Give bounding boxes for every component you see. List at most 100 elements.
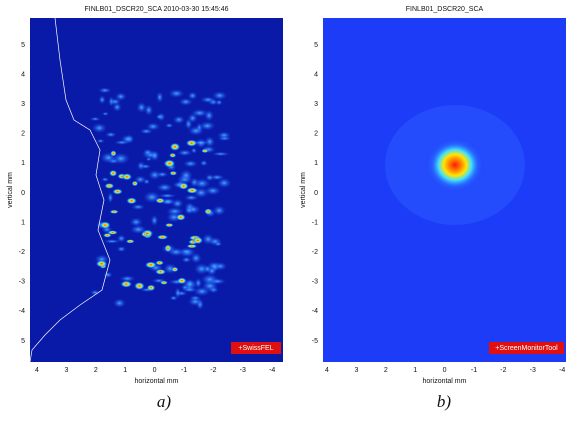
hot-spot — [132, 181, 138, 186]
y-tick-label: 1 — [21, 160, 25, 167]
y-tick-label: -4 — [312, 308, 318, 315]
speckle — [173, 116, 185, 124]
panel-title: FINLB01_DSCR20_SCA — [406, 6, 484, 13]
speckle — [96, 139, 104, 143]
hot-spot — [165, 223, 174, 227]
x-tick-label: 2 — [384, 367, 388, 374]
speckle — [214, 241, 222, 246]
speckle — [188, 92, 198, 100]
figure: FINLB01_DSCR20_SCA 2010-03-30 15:45:4654… — [0, 0, 570, 421]
speckle — [183, 160, 198, 167]
speckle — [121, 135, 134, 144]
hot-spot — [170, 143, 180, 151]
hot-spot — [169, 171, 177, 176]
speckle — [101, 177, 109, 182]
hot-spot — [110, 150, 116, 156]
speckle — [216, 99, 223, 105]
x-tick-label: 0 — [153, 367, 157, 374]
speckle — [105, 132, 116, 138]
hot-spot — [186, 140, 197, 147]
speckle — [140, 128, 153, 134]
hot-spot — [126, 239, 135, 243]
x-tick-label: 2 — [94, 367, 98, 374]
hot-spot — [96, 260, 107, 267]
x-tick-label: -2 — [210, 367, 216, 374]
speckle — [136, 102, 146, 113]
y-tick-label: 4 — [314, 71, 318, 78]
speckle — [188, 297, 203, 306]
hot-spot — [141, 232, 147, 237]
hot-spot — [160, 281, 168, 285]
hot-spot — [155, 269, 166, 275]
y-tick-label: -3 — [19, 279, 25, 286]
x-tick-label: 1 — [413, 367, 417, 374]
speckle — [156, 92, 163, 103]
y-tick-label: 3 — [314, 101, 318, 108]
speckle — [99, 95, 106, 104]
y-axis-label: vertical mm — [300, 172, 307, 208]
beam-spot — [425, 137, 485, 193]
speckle — [202, 234, 214, 245]
speckle — [194, 178, 210, 188]
hot-spot — [176, 214, 186, 221]
hot-spot — [155, 260, 164, 265]
hot-spot — [122, 173, 132, 180]
x-tick-label: 3 — [64, 367, 68, 374]
speckle — [212, 152, 230, 156]
y-tick-label: 5 — [21, 42, 25, 49]
hot-spot — [105, 183, 115, 189]
x-tick-label: 4 — [35, 367, 39, 374]
y-tick-label: -4 — [19, 308, 25, 315]
speckle — [156, 183, 172, 192]
speckle — [92, 123, 107, 133]
speckle — [203, 265, 211, 273]
speckle — [188, 126, 204, 135]
hot-spot — [103, 233, 112, 238]
hot-spot — [147, 285, 156, 291]
y-tick-label: 2 — [21, 131, 25, 138]
tag: +ScreenMonitorTool — [495, 345, 558, 352]
y-tick-label: 5 — [21, 338, 25, 345]
y-tick-label: 3 — [21, 101, 25, 108]
speckle — [181, 287, 197, 293]
speckle — [156, 115, 163, 120]
x-tick-label: 1 — [123, 367, 127, 374]
hot-spot — [201, 149, 208, 153]
speckle — [217, 131, 231, 138]
speckle — [117, 246, 126, 252]
hot-spot — [100, 221, 111, 228]
y-tick-label: 4 — [21, 71, 25, 78]
speckle — [200, 160, 208, 166]
x-axis-label: horizontal mm — [423, 378, 467, 385]
speckle — [169, 89, 185, 98]
speckle — [182, 257, 192, 263]
hot-spot — [193, 237, 203, 244]
x-tick-label: -4 — [269, 367, 275, 374]
speckle — [102, 112, 109, 116]
y-tick-label: -5 — [312, 338, 318, 345]
speckle — [103, 272, 112, 278]
speckle — [213, 205, 226, 215]
speckle — [165, 123, 174, 128]
hot-spot — [110, 210, 119, 214]
x-tick-label: -2 — [500, 367, 506, 374]
x-tick-label: 4 — [325, 367, 329, 374]
hot-spot — [134, 282, 144, 290]
caption: a) — [157, 392, 172, 411]
y-tick-label: -1 — [312, 219, 318, 226]
hot-spot — [171, 267, 178, 272]
hot-spot — [145, 262, 157, 269]
hot-spot — [126, 197, 137, 204]
y-tick-label: 1 — [21, 219, 25, 226]
x-tick-label: -3 — [530, 367, 536, 374]
x-tick-label: -1 — [181, 367, 187, 374]
speckle — [117, 235, 126, 243]
hot-spot — [179, 183, 189, 190]
speckle — [178, 149, 193, 156]
speckle — [90, 117, 101, 121]
hot-spot — [120, 281, 132, 288]
y-tick-label: 1 — [314, 160, 318, 167]
x-tick-label: -4 — [559, 367, 565, 374]
tag: +SwissFEL — [238, 345, 273, 352]
y-tick-label: 2 — [314, 131, 318, 138]
